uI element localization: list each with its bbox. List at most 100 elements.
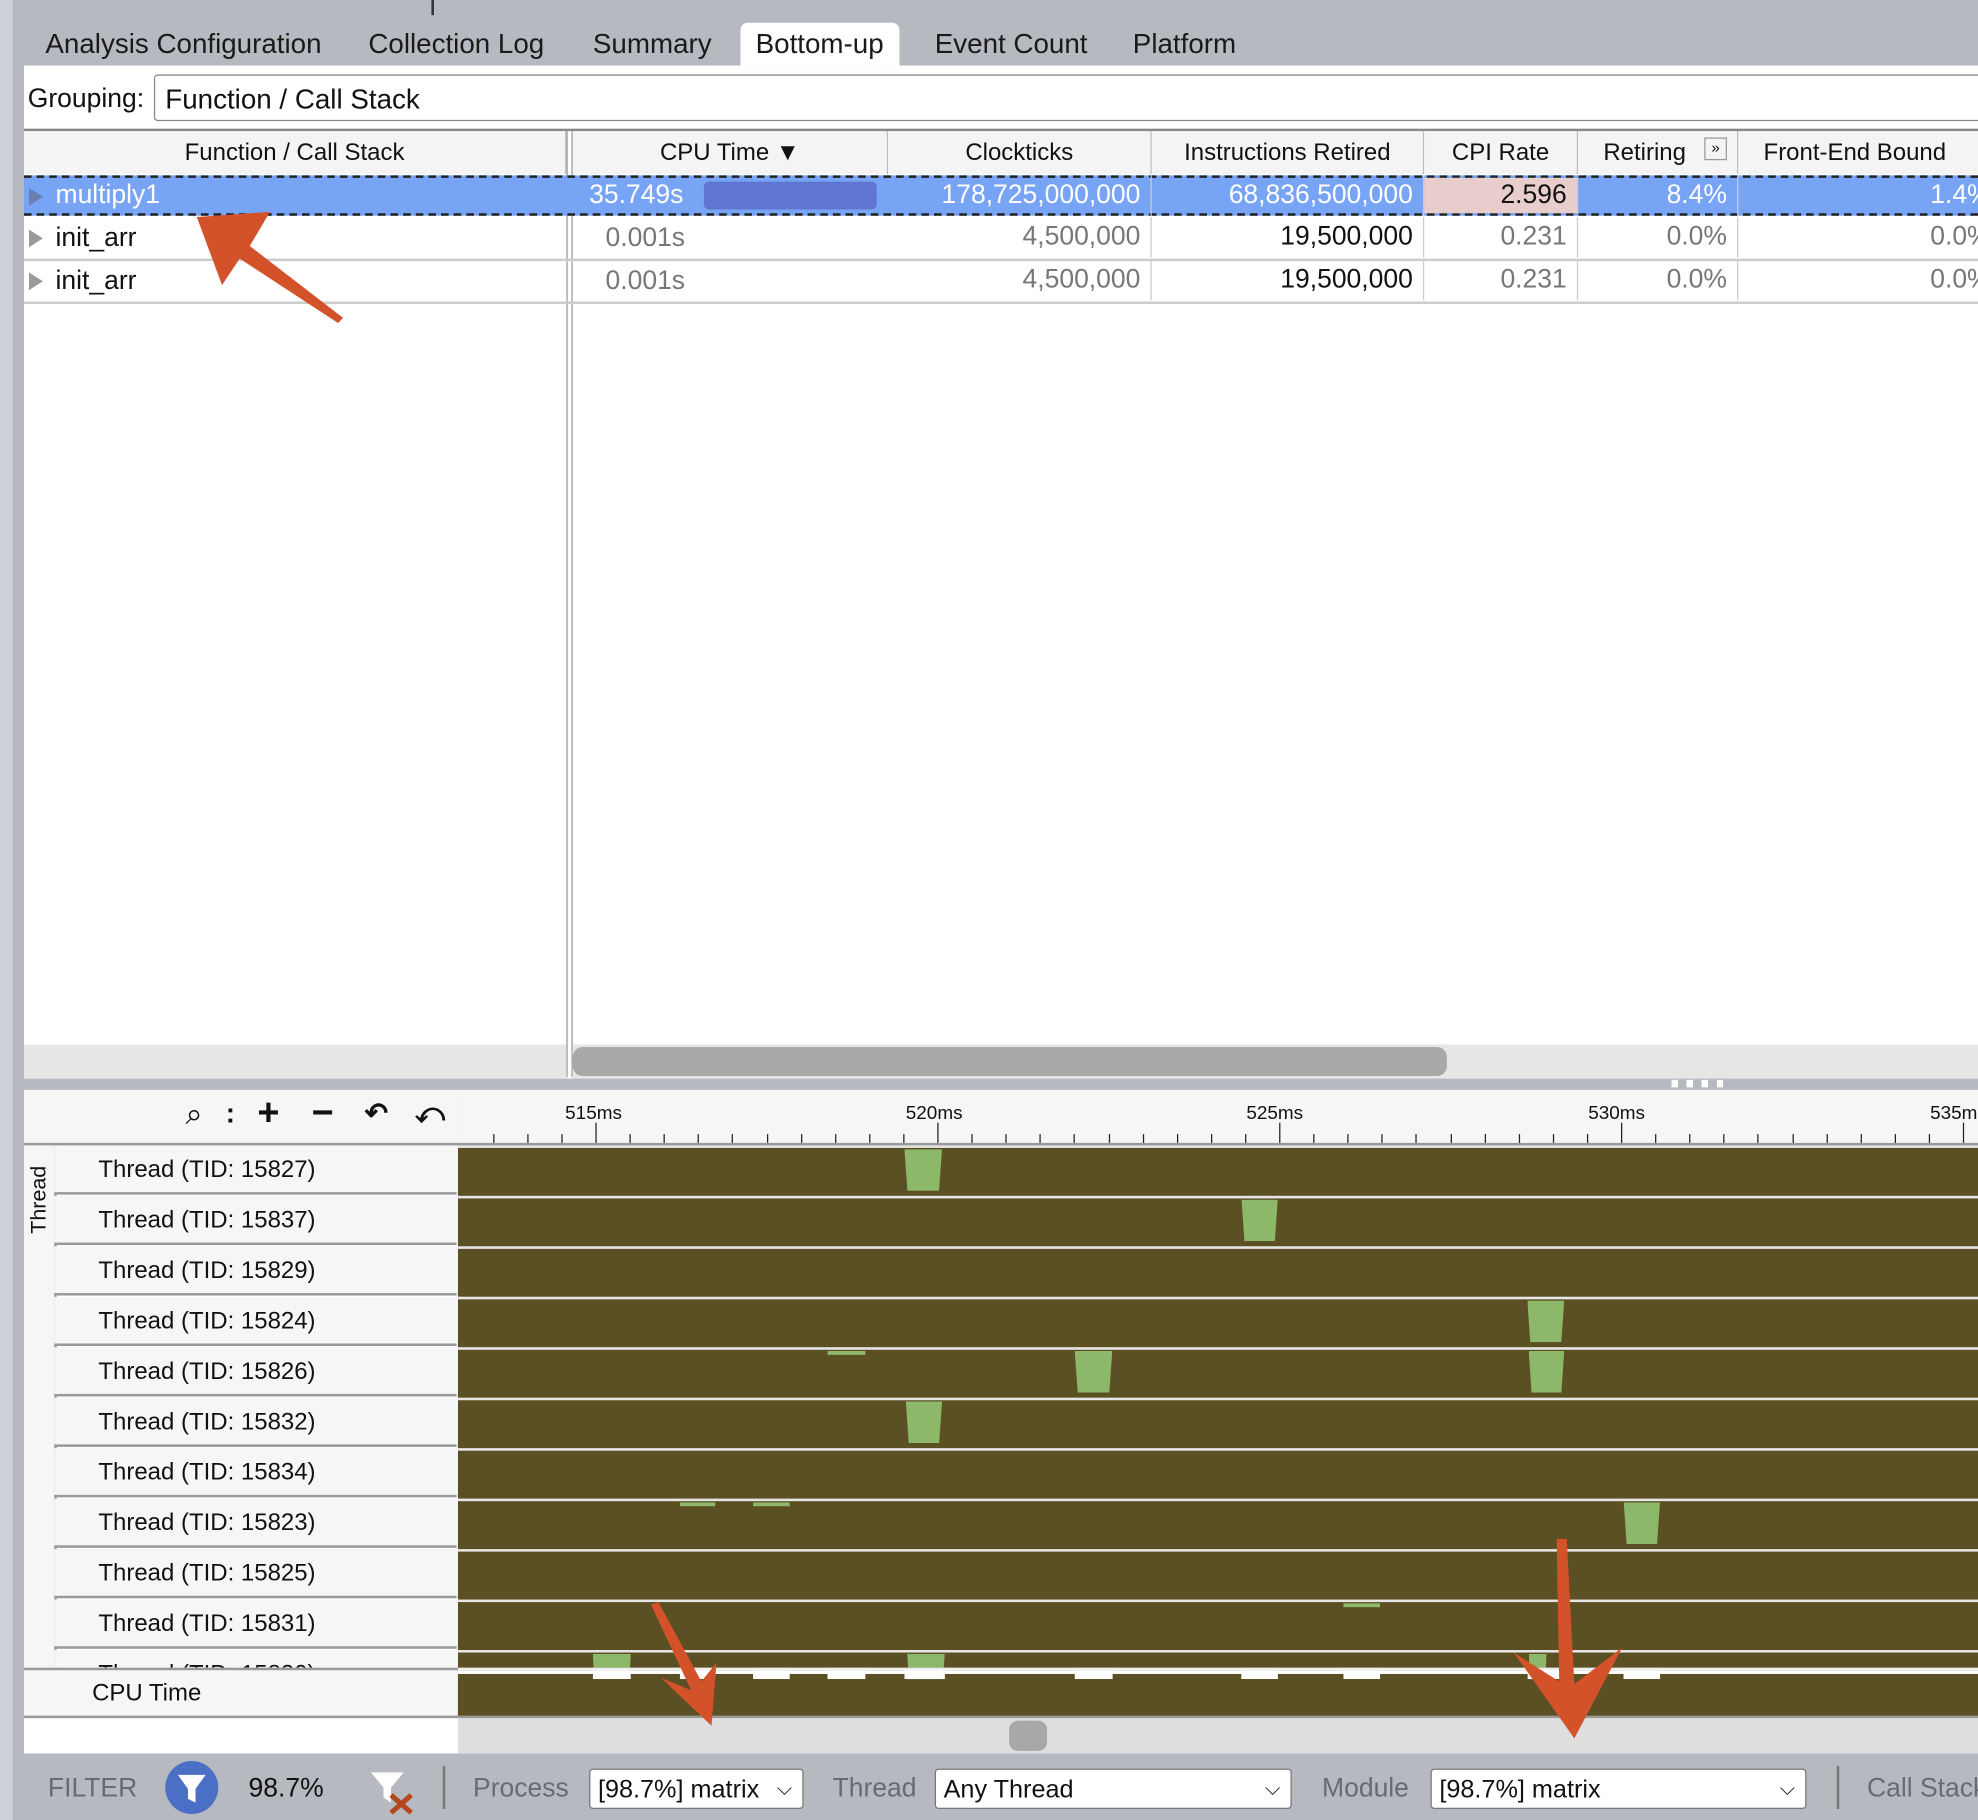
left-scrollbar[interactable] bbox=[23, 1044, 567, 1079]
thread-label[interactable]: Thread (TID: 15830) bbox=[54, 1650, 457, 1668]
expand-columns-icon[interactable]: » bbox=[1704, 137, 1727, 161]
sort-descending-icon: ▼ bbox=[775, 140, 800, 167]
time-ruler[interactable]: 515ms 520ms 525ms 530ms 535ms bbox=[457, 1089, 1978, 1146]
tab-event-count[interactable]: Event Count bbox=[934, 27, 1088, 60]
col-clockticks[interactable]: Clockticks bbox=[888, 131, 1152, 175]
ruler-tick bbox=[492, 1134, 495, 1143]
thread-label[interactable]: Thread (TID: 15823) bbox=[54, 1498, 457, 1548]
cpu-time-track bbox=[457, 1667, 1978, 1719]
thread-label[interactable]: Thread (TID: 15829) bbox=[54, 1246, 457, 1296]
cpu-time-mark bbox=[1623, 1670, 1660, 1680]
tab-platform[interactable]: Platform bbox=[1132, 27, 1237, 60]
running-segment[interactable] bbox=[1241, 1199, 1278, 1242]
thread-track[interactable] bbox=[457, 1599, 1978, 1651]
running-segment[interactable] bbox=[592, 1653, 631, 1668]
thread-label[interactable]: Thread (TID: 15825) bbox=[54, 1549, 457, 1599]
retiring: 0.0% bbox=[1578, 216, 1739, 258]
clear-filter-icon[interactable] bbox=[368, 1770, 418, 1815]
process-label: Process bbox=[473, 1773, 569, 1803]
grouping-select[interactable]: Function / Call Stack bbox=[153, 74, 1978, 122]
thread-track[interactable] bbox=[457, 1549, 1978, 1600]
table-row[interactable]: init_arr 0.001s 4,500,000 19,500,000 0.2… bbox=[23, 259, 1978, 305]
expand-icon[interactable] bbox=[29, 272, 43, 291]
thread-track[interactable] bbox=[457, 1448, 1978, 1499]
col-retiring[interactable]: Retiring » bbox=[1578, 131, 1739, 175]
col-instructions-retired[interactable]: Instructions Retired bbox=[1151, 131, 1425, 175]
ruler-tick bbox=[1655, 1134, 1657, 1143]
thread-track[interactable] bbox=[457, 1246, 1978, 1297]
thread-select[interactable]: Any Thread ⌵ bbox=[934, 1768, 1292, 1809]
pane-splitter[interactable] bbox=[566, 131, 573, 1078]
expand-icon[interactable] bbox=[29, 229, 43, 248]
grid-horizontal-scrollbar[interactable] bbox=[572, 1044, 1978, 1079]
col-cpu-time-label: CPU Time bbox=[659, 140, 770, 167]
cpu-time-baseline bbox=[457, 1670, 1978, 1674]
cpu-time: 0.001s bbox=[605, 266, 686, 296]
ruler-tick bbox=[1689, 1134, 1691, 1143]
separator-colon: : bbox=[225, 1097, 236, 1130]
thread-label[interactable]: Thread (TID: 15831) bbox=[54, 1599, 457, 1649]
ruler-tick bbox=[629, 1134, 631, 1143]
tab-collection-log[interactable]: Collection Log bbox=[368, 27, 545, 60]
thread-track[interactable] bbox=[457, 1498, 1978, 1550]
ruler-tick bbox=[1415, 1134, 1418, 1143]
table-row[interactable]: init_arr 0.001s 4,500,000 19,500,000 0.2… bbox=[23, 216, 1978, 262]
thread-track[interactable] bbox=[457, 1195, 1978, 1247]
filter-funnel-icon[interactable] bbox=[165, 1761, 219, 1815]
zoom-out-icon[interactable]: − bbox=[311, 1092, 334, 1135]
module-select[interactable]: [98.7%] matrix ⌵ bbox=[1430, 1768, 1807, 1809]
tab-bottom-up[interactable]: Bottom-up bbox=[740, 22, 899, 66]
thread-track[interactable] bbox=[457, 1347, 1978, 1398]
col-function[interactable]: Function / Call Stack bbox=[23, 131, 567, 175]
running-segment-thin[interactable] bbox=[679, 1502, 716, 1507]
thread-track[interactable] bbox=[457, 1145, 1978, 1196]
thread-track[interactable] bbox=[457, 1650, 1978, 1668]
thread-label[interactable]: Thread (TID: 15832) bbox=[54, 1397, 457, 1447]
timeline-scrollbar[interactable] bbox=[457, 1718, 1978, 1754]
reset-zoom-icon[interactable]: ⤺ bbox=[415, 1097, 445, 1130]
zoom-search-icon[interactable]: ⌕ bbox=[185, 1097, 203, 1132]
thread-label[interactable]: Thread (TID: 15837) bbox=[54, 1195, 457, 1246]
ruler-tick bbox=[1244, 1134, 1247, 1143]
running-segment[interactable] bbox=[1528, 1351, 1565, 1393]
function-name: init_arr bbox=[55, 266, 137, 296]
thread-label[interactable]: Thread (TID: 15826) bbox=[54, 1347, 457, 1397]
running-segment-thin[interactable] bbox=[752, 1502, 790, 1507]
running-segment-thin[interactable] bbox=[1344, 1603, 1380, 1608]
expand-icon[interactable] bbox=[29, 187, 43, 206]
zoom-in-icon[interactable]: + bbox=[257, 1092, 280, 1135]
timeline-scrollbar-thumb[interactable] bbox=[1009, 1720, 1048, 1751]
cpi-rate: 0.231 bbox=[1424, 216, 1579, 258]
thread-label[interactable]: Thread (TID: 15827) bbox=[54, 1145, 457, 1195]
process-select[interactable]: [98.7%] matrix ⌵ bbox=[589, 1768, 804, 1809]
thread-track[interactable] bbox=[457, 1296, 1978, 1348]
scrollbar-thumb[interactable] bbox=[572, 1047, 1447, 1077]
timeline-toolbar: ⌕ : + − ↶ ⤺ bbox=[23, 1089, 460, 1146]
col-cpi-rate[interactable]: CPI Rate bbox=[1424, 131, 1579, 175]
running-segment[interactable] bbox=[1074, 1351, 1113, 1393]
running-segment[interactable] bbox=[904, 1149, 943, 1191]
ruler-tick bbox=[1552, 1134, 1554, 1143]
front-end-bound: 1.4% bbox=[1930, 180, 1978, 210]
chevron-down-icon: ⌵ bbox=[776, 1778, 793, 1801]
running-segment-thin[interactable] bbox=[827, 1351, 866, 1355]
col-front-end-bound[interactable]: Front-End Bound bbox=[1738, 131, 1978, 175]
ruler-tick bbox=[1450, 1134, 1452, 1143]
running-segment[interactable] bbox=[1528, 1653, 1547, 1668]
process-value: [98.7%] matrix bbox=[597, 1776, 760, 1804]
running-segment[interactable] bbox=[905, 1401, 943, 1444]
ruler-tick bbox=[1142, 1134, 1144, 1143]
ruler-tick bbox=[1791, 1134, 1794, 1143]
table-row[interactable]: multiply1 35.749s 178,725,000,000 68,836… bbox=[23, 175, 1978, 216]
running-segment[interactable] bbox=[907, 1653, 945, 1668]
splitter-grip-icon[interactable] bbox=[1671, 1079, 1727, 1088]
tab-analysis-configuration[interactable]: Analysis Configuration bbox=[45, 27, 322, 60]
col-cpu-time[interactable]: CPU Time ▼ bbox=[572, 131, 889, 175]
undo-zoom-icon[interactable]: ↶ bbox=[364, 1097, 388, 1130]
thread-label[interactable]: Thread (TID: 15824) bbox=[54, 1296, 457, 1346]
running-segment[interactable] bbox=[1527, 1300, 1565, 1343]
running-segment[interactable] bbox=[1623, 1502, 1660, 1545]
tab-summary[interactable]: Summary bbox=[592, 27, 712, 60]
thread-track[interactable] bbox=[457, 1397, 1978, 1449]
thread-label[interactable]: Thread (TID: 15834) bbox=[54, 1448, 457, 1498]
